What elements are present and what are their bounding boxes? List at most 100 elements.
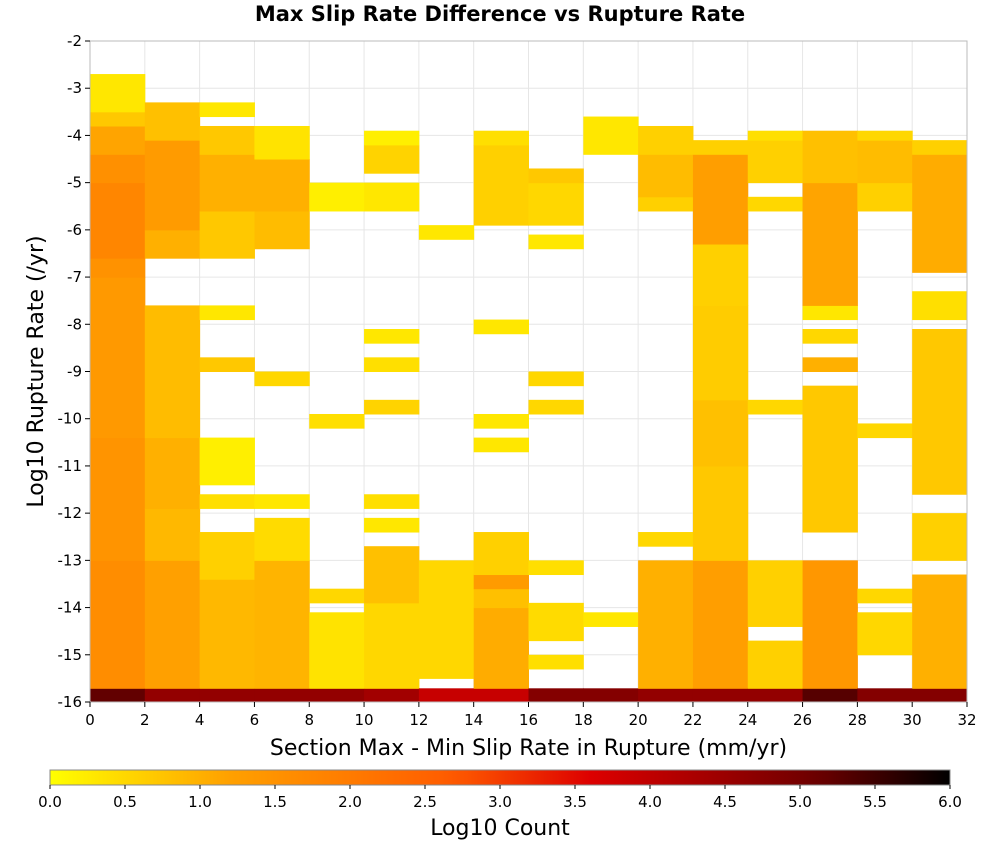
heatmap-cell — [309, 588, 365, 604]
heatmap-cell — [418, 688, 475, 703]
heatmap-cell — [199, 579, 255, 689]
x-tick-label: 2 — [140, 711, 150, 729]
heatmap-cell — [199, 210, 255, 259]
heatmap-cell — [90, 74, 146, 113]
x-tick-label: 6 — [250, 711, 260, 729]
heatmap-cell — [473, 688, 529, 703]
y-tick-label: -2 — [67, 32, 82, 50]
heatmap-cell — [747, 399, 804, 415]
y-tick-label: -9 — [67, 363, 82, 381]
colorbar-tick-label: 0.0 — [38, 793, 62, 811]
heatmap-cell — [802, 305, 858, 321]
heatmap-cell — [912, 688, 968, 703]
x-tick-label: 14 — [464, 711, 483, 729]
y-tick-label: -6 — [67, 221, 82, 239]
y-tick-label: -15 — [58, 646, 83, 664]
heatmap-cell — [802, 130, 858, 184]
heatmap-cell — [309, 688, 365, 703]
y-tick-label: -8 — [67, 315, 82, 333]
heatmap-cell — [473, 588, 529, 609]
heatmap-cell — [364, 357, 420, 372]
heatmap-cell — [364, 182, 420, 212]
heatmap-cell — [528, 560, 584, 576]
heatmap-cell — [638, 154, 694, 198]
heatmap-cell — [90, 258, 146, 278]
colorbar-tick-label: 3.0 — [488, 793, 512, 811]
heatmap-cell — [747, 640, 804, 689]
heatmap-cell — [528, 399, 584, 415]
heatmap-cell — [90, 154, 146, 184]
heatmap-cell — [638, 532, 694, 547]
x-tick-label: 22 — [683, 711, 702, 729]
heatmap-cell — [254, 494, 310, 509]
y-tick-label: -12 — [58, 504, 83, 522]
heatmap-cell — [638, 196, 694, 212]
heatmap-cell — [144, 688, 201, 703]
heatmap-cell — [254, 688, 310, 703]
heatmap-cell — [747, 130, 804, 141]
y-axis-label: Log10 Rupture Rate (/yr) — [24, 235, 49, 507]
heatmap-cell — [692, 140, 749, 155]
heatmap-cell — [473, 130, 529, 146]
heatmap-cell — [364, 399, 420, 415]
colorbar-tick-label: 4.5 — [713, 793, 737, 811]
heatmap-cell — [199, 125, 255, 155]
heatmap-cell — [912, 291, 968, 321]
heatmap-cell — [912, 513, 968, 561]
x-tick-label: 18 — [574, 711, 593, 729]
colorbar-tick-label: 6.0 — [938, 793, 962, 811]
heatmap-cell — [473, 413, 529, 429]
heatmap-cell — [144, 508, 201, 561]
heatmap-cell — [199, 305, 255, 321]
heatmap-cell — [912, 574, 968, 689]
heatmap-cell — [309, 182, 365, 212]
heatmap-cell — [364, 130, 420, 146]
heatmap-cell — [802, 560, 858, 689]
y-tick-label: -3 — [67, 79, 82, 97]
heatmap-cell — [692, 305, 749, 401]
y-tick-label: -16 — [58, 693, 83, 711]
y-tick-label: -10 — [58, 410, 83, 428]
heatmap-cell — [583, 116, 639, 155]
heatmap-cell — [638, 125, 694, 155]
heatmap-cell — [144, 229, 201, 259]
heatmap-cell — [802, 182, 858, 306]
heatmap-cell — [309, 413, 365, 429]
heatmap-cell — [528, 602, 584, 642]
heatmap-cell — [144, 560, 201, 689]
x-tick-label: 12 — [409, 711, 428, 729]
heatmap-cell — [254, 210, 310, 250]
heatmap-cell — [528, 371, 584, 387]
x-tick-label: 8 — [304, 711, 314, 729]
heatmap-cell — [747, 688, 804, 703]
heatmap-cell — [857, 182, 913, 212]
heatmap-cell — [90, 125, 146, 155]
heatmap-cells — [90, 74, 968, 703]
heatmap-cell — [199, 688, 255, 703]
x-tick-label: 16 — [519, 711, 538, 729]
heatmap-cell — [747, 140, 804, 184]
heatmap-cell — [692, 244, 749, 306]
heatmap-cell — [199, 437, 255, 486]
colorbar-tick-label: 2.5 — [413, 793, 437, 811]
heatmap-cell — [857, 612, 913, 656]
colorbar — [49, 769, 951, 786]
heatmap-cell — [473, 144, 529, 226]
heatmap-cell — [912, 154, 968, 273]
heatmap-cell — [638, 688, 694, 703]
heatmap-cell — [473, 319, 529, 335]
heatmap-cell — [583, 688, 639, 703]
chart-title: Max Slip Rate Difference vs Rupture Rate — [254, 2, 746, 26]
colorbar-tick-label: 0.5 — [113, 793, 137, 811]
heatmap-cell — [857, 130, 913, 141]
heatmap-cell — [199, 357, 255, 372]
heatmap-cell — [857, 140, 913, 184]
heatmap-cell — [364, 494, 420, 509]
y-tick-label: -11 — [58, 457, 83, 475]
heatmap-cell — [473, 437, 529, 453]
heatmap-cell — [692, 560, 749, 689]
x-tick-label: 20 — [629, 711, 648, 729]
heatmap-cell — [802, 385, 858, 533]
heatmap-cell — [254, 371, 310, 387]
